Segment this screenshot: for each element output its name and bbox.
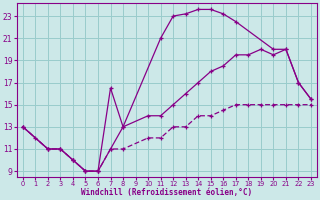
- X-axis label: Windchill (Refroidissement éolien,°C): Windchill (Refroidissement éolien,°C): [81, 188, 252, 197]
